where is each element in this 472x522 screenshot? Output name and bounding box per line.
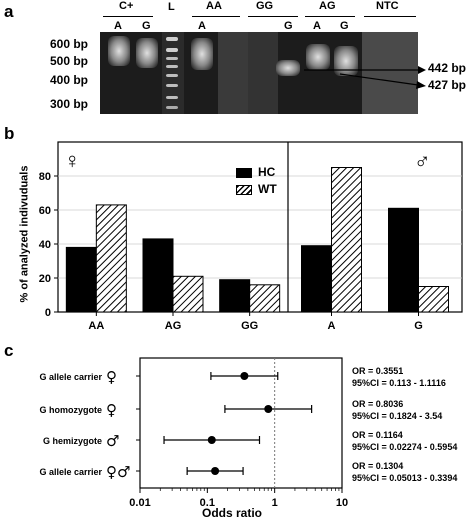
gel-band-ag-a	[306, 44, 330, 70]
band-label-427: 427 bp	[428, 78, 467, 92]
gel-band-cplus-g	[136, 38, 158, 68]
row-label: G homozygote	[40, 405, 103, 415]
lane-bracket-cplus	[103, 16, 153, 17]
ci-text: 95%CI = 0.1824 - 3.54	[352, 411, 442, 421]
lane-sub-ag-a: A	[313, 20, 321, 32]
lane-bracket-ntc	[364, 16, 416, 17]
sex-symbol: ♀	[106, 368, 117, 386]
sex-symbol: ♀♂	[106, 463, 130, 481]
x-tick-label: 1	[272, 497, 278, 509]
row-label: G allele carrier	[39, 372, 102, 382]
x-tick-label: GG	[241, 320, 258, 332]
ladder-label-300: 300 bp	[50, 97, 89, 111]
lane-label-cplus: C+	[119, 0, 134, 12]
bar-wt-aa	[95, 204, 127, 313]
lane-sub-aa-a: A	[198, 20, 206, 32]
y-tick-label: 60	[39, 205, 51, 217]
sex-symbol: ♀	[106, 401, 117, 419]
bar-hc-a	[301, 245, 332, 313]
ladder-label-600: 600 bp	[50, 37, 89, 51]
or-point	[207, 436, 216, 444]
lane-label-ladder: L	[168, 1, 175, 13]
gel-band-ag-g	[334, 46, 358, 76]
x-tick-label: A	[328, 320, 336, 332]
ci-text: 95%CI = 0.05013 - 0.3394	[352, 473, 457, 483]
panel-c-letter: c	[4, 341, 14, 360]
ci-text: 95%CI = 0.02274 - 0.5954	[352, 442, 457, 452]
row-label: G allele carrier	[39, 467, 102, 477]
x-tick-label: AA	[88, 320, 104, 332]
ladder-band	[166, 106, 178, 109]
x-axis-label: Odds ratio	[202, 506, 263, 520]
y-tick-label: 0	[45, 307, 51, 319]
or-text: OR = 0.1164	[352, 430, 403, 440]
gel-band-cplus-a	[108, 36, 130, 66]
legend-hc-label: HC	[258, 165, 276, 179]
x-tick-label: 10	[336, 497, 348, 509]
forest-plot: 0.01 0.1 1 10 G allele carrier ♀ OR = 0.3551 95…	[39, 357, 457, 509]
or-text: OR = 0.3551	[352, 366, 403, 376]
legend-hc-swatch	[236, 168, 252, 178]
x-tick-label: 0.1	[200, 497, 215, 509]
gel-band-gg-g	[276, 60, 300, 76]
ladder-band	[166, 37, 178, 41]
gel-image	[100, 32, 418, 114]
legend-wt-swatch	[236, 185, 252, 195]
bar-wt-ag	[172, 275, 204, 313]
bar-wt-g	[418, 286, 449, 313]
bar-wt-gg	[249, 284, 281, 313]
x-tick-label: G	[414, 320, 423, 332]
lane-sub-cplus-g: G	[142, 20, 151, 32]
x-tick-label: 0.01	[129, 497, 150, 509]
lane-label-ntc: NTC	[376, 0, 399, 12]
y-tick-label: 80	[39, 171, 51, 183]
male-symbol: ♂	[414, 148, 431, 173]
bar-hc-g	[388, 207, 419, 313]
bar-wt-a	[331, 167, 362, 313]
or-point	[240, 372, 249, 380]
panel-a-letter: a	[4, 2, 14, 21]
legend-wt-label: WT	[258, 182, 277, 196]
band-arrows	[304, 66, 426, 89]
lane-bracket-ag	[305, 16, 355, 17]
lane-label-aa: AA	[206, 0, 222, 12]
lane-label-gg: GG	[256, 0, 274, 12]
y-tick-label: 20	[39, 273, 51, 285]
lane-bracket-aa	[192, 16, 240, 17]
ladder-band	[166, 57, 178, 60]
ladder-label-500: 500 bp	[50, 54, 89, 68]
or-text: OR = 0.1304	[352, 461, 403, 471]
bar-hc-aa	[65, 246, 97, 313]
panel-b-letter: b	[4, 124, 15, 143]
gel-band-aa-a	[191, 38, 213, 70]
lane-sub-cplus-a: A	[114, 20, 122, 32]
female-symbol: ♀	[64, 148, 81, 173]
ladder-band	[166, 48, 178, 52]
lane-bracket-gg	[248, 16, 298, 17]
row-label: G hemizygote	[43, 436, 102, 446]
y-tick-label: 40	[39, 239, 51, 251]
ladder-band	[166, 96, 178, 99]
lane-sub-ag-g: G	[340, 20, 349, 32]
forest-frame	[139, 357, 343, 489]
x-tick-label: AG	[165, 320, 182, 332]
ci-text: 95%CI = 0.113 - 1.1116	[352, 378, 446, 388]
ladder-band	[166, 65, 178, 68]
sex-symbol: ♂	[106, 432, 119, 450]
ladder-label-400: 400 bp	[50, 73, 89, 87]
or-point	[264, 405, 273, 413]
ladder-band	[166, 74, 178, 77]
or-point	[211, 467, 220, 475]
ladder-band	[166, 84, 178, 87]
lane-sub-gg-g: G	[284, 20, 293, 32]
or-text: OR = 0.8036	[352, 399, 403, 409]
bar-hc-ag	[142, 238, 174, 313]
lane-label-ag: AG	[319, 0, 336, 12]
bar-hc-gg	[219, 279, 251, 313]
band-label-442: 442 bp	[428, 61, 467, 75]
